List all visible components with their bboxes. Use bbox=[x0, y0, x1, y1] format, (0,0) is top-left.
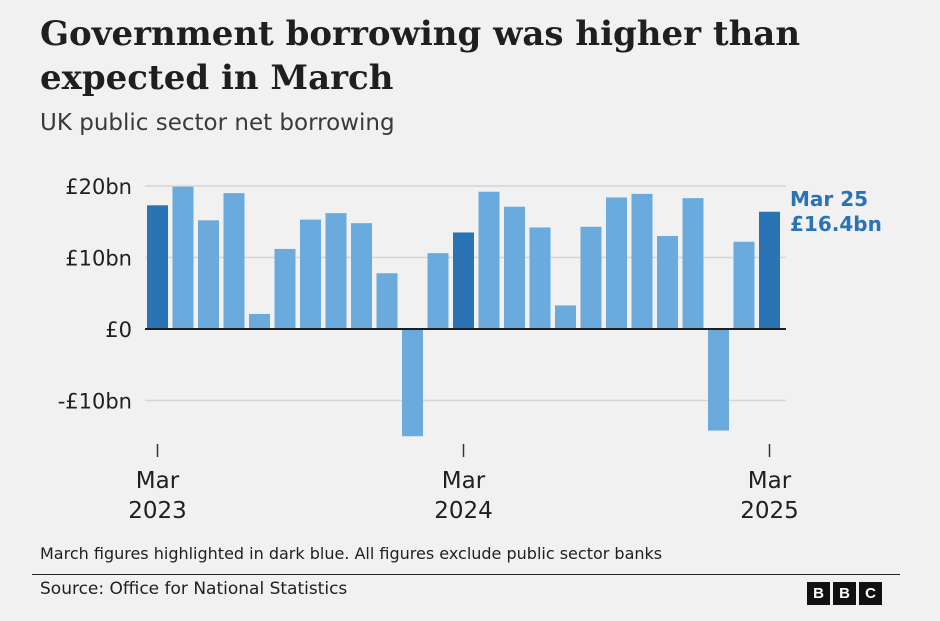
bbc-logo: B B C bbox=[807, 582, 882, 605]
bar bbox=[198, 220, 219, 329]
logo-letter: C bbox=[859, 582, 882, 605]
bar bbox=[708, 329, 729, 431]
y-tick-label: £20bn bbox=[65, 175, 132, 199]
footer-divider bbox=[32, 574, 900, 575]
x-axis: Mar 2023 Mar 2024 Mar 2025 bbox=[128, 444, 799, 524]
source-text: Source: Office for National Statistics bbox=[40, 579, 348, 599]
bar-march bbox=[453, 232, 474, 329]
x-tick-year: 2025 bbox=[740, 498, 799, 524]
bar bbox=[657, 236, 678, 329]
bar bbox=[580, 226, 602, 329]
chart-subtitle: UK public sector net borrowing bbox=[40, 110, 395, 136]
bar bbox=[427, 253, 449, 329]
bar bbox=[555, 305, 576, 329]
chart-title: Government borrowing was higher than exp… bbox=[40, 14, 801, 98]
bars bbox=[147, 186, 780, 437]
bar bbox=[325, 213, 347, 329]
bar bbox=[274, 248, 296, 329]
logo-letter: B bbox=[833, 582, 856, 605]
bar bbox=[606, 197, 627, 329]
y-tick-label: £0 bbox=[105, 318, 132, 342]
x-tick-year: 2023 bbox=[128, 498, 187, 524]
y-axis-labels: £20bn £10bn £0 -£10bn bbox=[58, 175, 132, 414]
x-tick-month: Mar bbox=[748, 468, 792, 494]
x-tick-month: Mar bbox=[442, 468, 486, 494]
bar bbox=[682, 198, 704, 329]
y-tick-label: -£10bn bbox=[58, 390, 132, 414]
callout-label: Mar 25 bbox=[790, 187, 868, 211]
logo-letter: B bbox=[807, 582, 830, 605]
y-tick-label: £10bn bbox=[65, 247, 132, 271]
bar bbox=[529, 227, 551, 329]
bar bbox=[376, 273, 398, 329]
bar bbox=[172, 186, 194, 329]
callout-value: £16.4bn bbox=[790, 212, 882, 236]
x-tick-month: Mar bbox=[136, 468, 180, 494]
bar bbox=[249, 313, 270, 329]
bar-chart: £20bn £10bn £0 -£10bn Mar 2023 Mar 2024 Mar 2025… bbox=[58, 175, 882, 524]
callout: Mar 25£16.4bn bbox=[790, 187, 882, 236]
bar bbox=[631, 193, 653, 329]
bar bbox=[351, 223, 372, 329]
bar-march bbox=[759, 211, 780, 329]
bar-march bbox=[147, 205, 168, 329]
x-tick-year: 2024 bbox=[434, 498, 493, 524]
bar bbox=[300, 219, 321, 329]
bar bbox=[223, 193, 245, 329]
bar bbox=[504, 206, 525, 329]
bar bbox=[402, 329, 423, 437]
bar bbox=[478, 191, 500, 329]
footnote: March figures highlighted in dark blue. … bbox=[40, 544, 663, 563]
bar bbox=[733, 241, 755, 329]
